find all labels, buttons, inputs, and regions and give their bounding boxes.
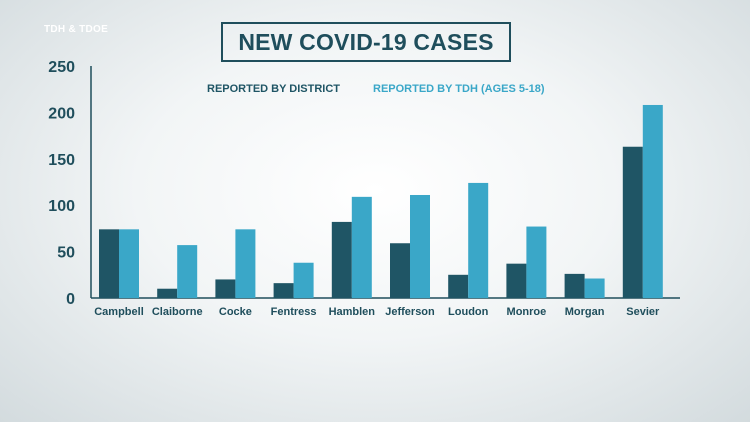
bar-district-jefferson bbox=[390, 243, 410, 298]
bar-tdh-fentress bbox=[293, 262, 314, 298]
bar-tdh-sevier bbox=[642, 104, 663, 298]
x-tick-label: Jefferson bbox=[385, 306, 435, 318]
bar-district-cocke bbox=[215, 279, 236, 298]
bar-district-morgan bbox=[564, 273, 585, 298]
chart-title-box: NEW COVID-19 CASES bbox=[221, 22, 511, 62]
bar-tdh-cocke bbox=[235, 229, 256, 298]
bar-tdh-monroe bbox=[526, 226, 547, 298]
bar-tdh-jefferson bbox=[410, 194, 430, 298]
x-tick-label: Monroe bbox=[507, 306, 547, 318]
bar-district-hamblen bbox=[331, 221, 352, 298]
y-tick-label: 150 bbox=[48, 152, 75, 169]
bar-tdh-loudon bbox=[468, 182, 489, 298]
legend-tdh: REPORTED BY TDH (AGES 5-18) bbox=[373, 83, 545, 95]
bar-tdh-hamblen bbox=[351, 196, 372, 298]
chart-title: NEW COVID-19 CASES bbox=[238, 28, 494, 55]
y-tick-label: 200 bbox=[48, 105, 75, 122]
y-tick-label: 100 bbox=[48, 198, 75, 215]
bar-tdh-claiborne bbox=[177, 245, 198, 298]
x-tick-label: Cocke bbox=[219, 306, 252, 318]
bar-district-sevier bbox=[622, 146, 643, 298]
y-tick-label: 50 bbox=[57, 245, 75, 262]
bar-series bbox=[99, 104, 663, 298]
y-tick-label: 250 bbox=[48, 59, 75, 76]
x-axis-ticks: Campbell Claiborne Cocke Fentress Hamblen Jef… bbox=[94, 306, 660, 318]
y-tick-label: 0 bbox=[66, 291, 75, 308]
bar-tdh-campbell bbox=[119, 229, 139, 298]
x-tick-label: Claiborne bbox=[152, 306, 203, 318]
x-tick-label: Hamblen bbox=[329, 306, 376, 318]
x-tick-label: Morgan bbox=[565, 306, 605, 318]
bar-district-loudon bbox=[448, 274, 469, 298]
source-label: TDH & TDOE bbox=[44, 24, 109, 35]
bar-district-fentress bbox=[273, 283, 294, 298]
bar-tdh-morgan bbox=[584, 278, 605, 298]
bar-district-claiborne bbox=[157, 288, 178, 298]
x-tick-label: Sevier bbox=[626, 306, 660, 318]
legend-district: REPORTED BY DISTRICT bbox=[207, 83, 340, 95]
bar-district-monroe bbox=[506, 263, 527, 298]
x-tick-label: Fentress bbox=[271, 306, 317, 318]
bar-district-campbell bbox=[99, 229, 119, 298]
y-axis-ticks: 0 50 100 150 200 250 bbox=[48, 59, 75, 308]
x-tick-label: Campbell bbox=[94, 306, 144, 318]
x-tick-label: Loudon bbox=[448, 306, 489, 318]
